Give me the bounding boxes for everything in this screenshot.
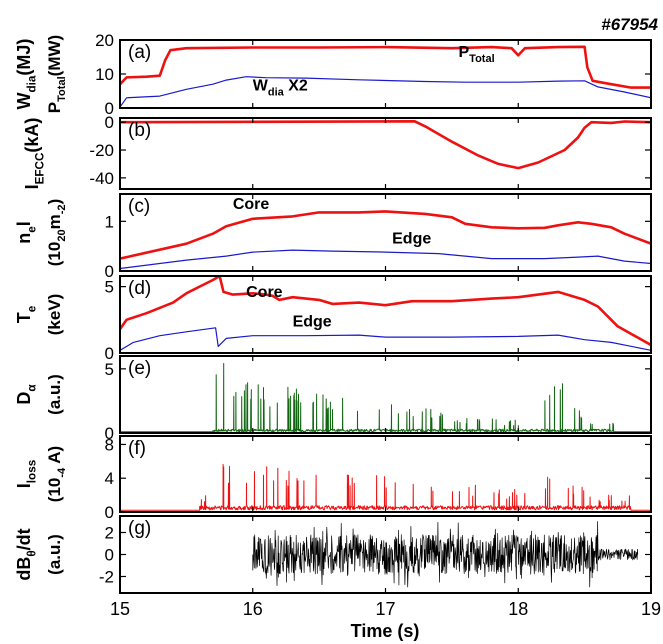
y-tick-label-0: 10 (95, 65, 114, 84)
series-line-0-0 (120, 45, 651, 89)
y-tick-label-1: 0 (105, 113, 114, 132)
y-tick-label-4: 0 (105, 424, 114, 443)
y-tick-label-3: 5 (105, 278, 114, 297)
x-tick-label: 16 (243, 599, 263, 619)
annotation-2-1: Edge (392, 231, 431, 248)
series-line-5-0 (120, 463, 651, 511)
panel-frame-1 (119, 117, 652, 190)
y-axis-label-2-4: (a.u.) (45, 374, 64, 415)
y-axis-label-4: Dα (14, 384, 38, 405)
y-tick-label-5: 8 (105, 435, 114, 454)
panel-letter-4: (e) (128, 358, 151, 379)
y-axis-label-3: Te (14, 305, 38, 323)
y-axis-label-5: Iloss (14, 459, 38, 488)
y-axis-label-2-2: (1020m-2) (45, 199, 68, 267)
y-axis-label-2-3: (keV) (45, 294, 64, 336)
y-tick-label-1: -40 (89, 169, 114, 188)
plot-area-0 (120, 45, 651, 108)
y-tick-label-5: 0 (105, 503, 114, 522)
series-line-2-1 (120, 249, 651, 270)
y-tick-label-0: 0 (105, 99, 114, 118)
panel-letter-1: (b) (128, 120, 151, 141)
panel-1: -40 -20 0 (b) IEFCC(kA) (22, 113, 652, 190)
panel-frame-2 (119, 193, 652, 272)
y-axis-label-2-0: PTotal(MW) (45, 35, 68, 113)
y-axis-label-2-6: (a.u.) (45, 534, 64, 575)
panel-frame-5 (119, 435, 652, 513)
annotation-0-1: Wdia X2 (253, 77, 308, 98)
annotation-2-0: Core (233, 196, 270, 213)
plot-area-1 (120, 120, 651, 170)
series-line-2-0 (120, 210, 651, 260)
panel-3: 0 5 (d) Te (keV) Core Edge (14, 275, 652, 363)
panel-letter-5: (f) (128, 438, 146, 459)
panel-5: 0 4 8 (f) Iloss (10-4 A) (14, 435, 652, 522)
panel-letter-0: (a) (128, 42, 151, 63)
panel-letter-2: (c) (128, 196, 150, 217)
panel-2: 0 1 (c) nel (1020m-2) Core Edge (14, 193, 652, 281)
series-line-4-0 (120, 363, 651, 433)
shot-label: #67954 (601, 15, 658, 34)
plot-area-6 (252, 521, 639, 588)
panel-letter-6: (g) (128, 518, 151, 539)
series-line-6-0 (252, 521, 639, 588)
annotation-3-1: Edge (293, 313, 332, 330)
y-tick-label-2: 0 (105, 262, 114, 281)
y-axis-label-6: dBθ/dt (14, 528, 38, 580)
plot-area-4 (120, 363, 651, 433)
panel-6: -2 0 2 (g) dBθ/dt (a.u.) (14, 515, 652, 594)
y-tick-label-6: 2 (105, 524, 114, 543)
y-tick-label-5: 4 (105, 469, 114, 488)
y-tick-label-6: 0 (105, 546, 114, 565)
y-tick-label-1: -20 (89, 141, 114, 160)
x-tick-label: 17 (375, 599, 395, 619)
y-axis-label-2: nel (14, 221, 38, 244)
panel-letter-3: (d) (128, 278, 151, 299)
annotation-3-0: Core (246, 284, 283, 301)
series-line-0-1 (120, 76, 651, 108)
panel-0: 0 10 20 (a) Wdia(MJ) PTotal(MW) PTotal Wdia X2 (14, 31, 652, 118)
series-line-1-0 (120, 120, 651, 170)
y-axis-label-1: IEFCC(kA) (22, 118, 46, 190)
x-tick-label: 18 (508, 599, 528, 619)
series-line-3-0 (120, 276, 651, 347)
panel-frame-0 (119, 39, 652, 109)
y-axis-label-0: Wdia(MJ) (14, 39, 38, 110)
y-tick-label-0: 20 (95, 31, 114, 50)
panel-4: 0 5 (e) Dα (a.u.) (14, 355, 652, 443)
y-tick-label-2: 1 (105, 212, 114, 231)
plot-area-5 (120, 463, 651, 511)
plot-area-3 (120, 276, 651, 351)
x-axis: 15 16 17 18 19 (110, 599, 661, 619)
y-tick-label-3: 0 (105, 344, 114, 363)
x-tick-label: 15 (110, 599, 130, 619)
y-tick-label-6: -2 (99, 568, 114, 587)
plot-area-2 (120, 210, 651, 270)
x-axis-label: Time (s) (351, 621, 420, 641)
x-tick-label: 19 (641, 599, 661, 619)
series-line-3-1 (120, 327, 651, 351)
annotation-0-0: PTotal (459, 44, 495, 65)
y-tick-label-4: 5 (105, 360, 114, 379)
y-axis-label-2-5: (10-4 A) (45, 446, 68, 502)
panel-frame-4 (119, 355, 652, 434)
